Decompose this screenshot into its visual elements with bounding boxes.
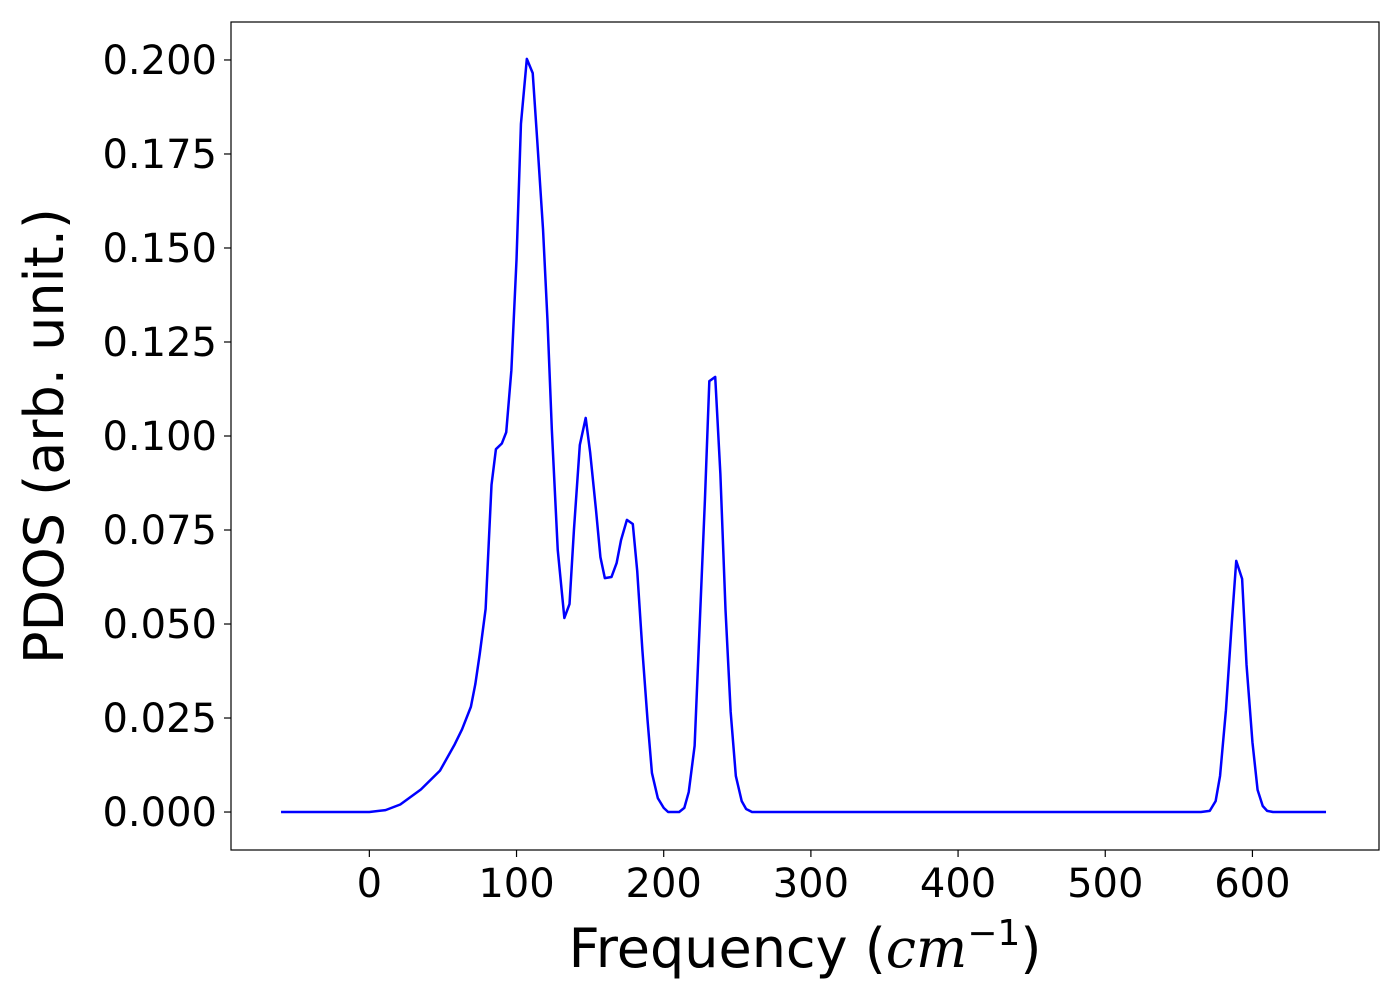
y-tick-label: 0.000 <box>102 790 217 836</box>
y-tick-label: 0.050 <box>102 602 217 648</box>
x-tick-label: 300 <box>773 861 849 907</box>
y-tick-label: 0.125 <box>102 320 217 366</box>
plot-frame <box>230 21 1380 851</box>
x-tick-label: 600 <box>1214 861 1290 907</box>
x-tick-label: 500 <box>1067 861 1143 907</box>
x-tick-label: 0 <box>357 861 382 907</box>
x-label-text: Frequency ( <box>569 917 886 980</box>
x-tick-label: 100 <box>478 861 554 907</box>
x-tick-label: 400 <box>920 861 996 907</box>
y-tick-label: 0.150 <box>102 226 217 272</box>
y-tick-label: 0.100 <box>102 414 217 460</box>
y-axis-label: PDOS (arb. unit.) <box>13 208 76 664</box>
y-tick-label: 0.175 <box>102 132 217 178</box>
x-axis-label: Frequency (cm−1) <box>569 913 1042 980</box>
y-tick-label: 0.200 <box>102 38 217 84</box>
x-tick-label: 200 <box>626 861 702 907</box>
x-label-exponent: −1 <box>967 913 1020 954</box>
y-tick-label: 0.075 <box>102 508 217 554</box>
y-tick-label: 0.025 <box>102 696 217 742</box>
x-label-close: ) <box>1020 917 1041 980</box>
x-label-unit: cm <box>886 917 967 980</box>
data-line <box>281 57 1327 814</box>
